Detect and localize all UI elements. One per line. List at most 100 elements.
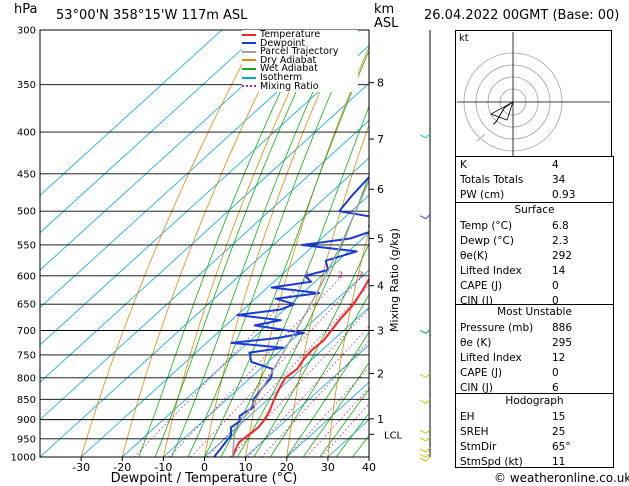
index-row: EH 15 [460,410,609,424]
index-value: 34 [552,174,566,186]
mixing-ratio-tick-label: 4 [374,271,379,280]
legend-label: Parcel Trajectory [260,46,339,58]
legend-swatch [242,33,256,36]
km-tick-label: 5 [377,232,384,245]
x-tick-label: 0 [201,461,208,474]
pressure-tick-label: 350 [17,80,36,91]
index-label: StmSpd (kt) [460,456,523,468]
dry-adiabat-line [204,30,348,457]
index-row: Lifted Index 12 [460,351,609,365]
index-label: PW (cm) [460,189,505,201]
wet-adiabat-line [138,30,311,457]
index-label: Lifted Index [460,352,522,364]
wind-barb [419,428,431,434]
isotherm-line [40,30,346,308]
index-value: 292 [552,250,573,262]
index-value: 6.8 [552,220,569,232]
hodograph-kt-label: kt [459,33,469,44]
lcl-label: LCL [384,430,403,441]
legend-item: Isotherm [242,73,302,82]
index-label: SREH [460,426,489,438]
legend-swatch [242,76,256,79]
isotherm-line [245,344,369,457]
hodograph-trace [493,101,514,125]
index-value: 15 [552,411,566,423]
legend-label: Isotherm [260,72,303,83]
legend-item: Mixing Ratio [242,80,319,92]
index-row: Pressure (mb) 886 [460,321,609,335]
hpa-unit-label: hPa [14,2,38,17]
pressure-tick-label: 500 [17,207,36,218]
legend-item: Parcel Trajectory [242,47,338,56]
mixing-ratio-tick-label: 3 [358,271,363,280]
pressure-tick-label: 550 [17,240,36,251]
index-value: 295 [552,337,573,349]
pressure-tick-label: 450 [17,169,36,180]
datetime-label: 26.04.2022 00GMT (Base: 00) [424,8,620,23]
legend-label: Dewpoint [260,37,306,49]
index-label: CIN (J) [460,382,493,394]
index-value: 0.93 [552,189,576,201]
legend-swatch [242,50,256,53]
legend-item: Temperature [242,30,320,39]
index-row: StmDir 65° [460,440,609,454]
credit-label: © weatheronline.co.uk [494,471,629,485]
legend: Temperature Dewpoint Parcel Trajectory Dry … [242,30,358,92]
km-tick-label: 3 [377,325,384,338]
mixing-ratio-tick-label: 10 [422,271,432,280]
index-row: Lifted Index 14 [460,264,609,278]
x-tick-label: 40 [362,461,376,474]
pressure-tick-label: 1000 [11,453,36,464]
wet-adiabat-line [154,30,326,457]
index-value: 12 [552,352,566,364]
legend-swatch [242,85,256,88]
index-value: 11 [552,456,566,468]
mixing-ratio-line [305,387,369,457]
asl-unit-label: ASL [374,16,399,31]
pressure-tick-label: 950 [17,434,36,445]
legend-swatch [242,42,256,45]
hodograph-projection [476,133,486,142]
mixing-ratio-line [320,403,369,457]
surface-title: Surface [514,204,555,216]
index-label: Totals Totals [460,174,524,186]
x-tick-label: 20 [280,461,294,474]
dry-adiabat-line [121,30,290,457]
index-value: 0 [552,280,559,292]
wind-barb [419,453,431,458]
legend-label: Mixing Ratio [260,80,319,92]
legend-item: Wet Adiabat [242,63,318,75]
indices-panel: K 4 Totals Totals 34 PW (cm) 0.93 [455,156,614,205]
legend-label: Wet Adiabat [260,63,318,75]
index-row: Dewp (°C) 2.3 [460,234,609,248]
wet-adiabat-line [319,388,369,457]
index-row: Temp (°C) 6.8 [460,219,609,233]
index-label: Dewp (°C) [460,235,514,247]
pressure-tick-label: 650 [17,300,36,311]
x-axis-label: Dewpoint / Temperature (°C) [111,471,298,486]
location-label: 53°00'N 358°15'W 117m ASL [56,8,248,23]
x-tick-label: -20 [113,461,131,474]
mixing-ratio-line [287,367,369,457]
index-label: Lifted Index [460,265,522,277]
legend-item: Dewpoint [242,37,306,49]
wind-barb [419,436,431,442]
index-row: PW (cm) 0.93 [460,188,609,202]
most-unstable-panel: Most Unstable Pressure (mb) 886 θe (K) 295 L… [455,304,614,394]
index-row: θe(K) 292 [460,249,609,263]
surface-panel: Surface Temp (°C) 6.8 Dewp (°C) 2.3 θe(K) 292… [455,202,614,307]
hodograph-storm-triangle [490,101,514,121]
wet-adiabat-line [286,331,369,457]
index-value: 14 [552,265,566,277]
isotherm-line [40,82,369,383]
index-label: Temp (°C) [460,220,513,232]
km-tick-label: 7 [377,133,384,146]
mixing-ratio-line [190,275,364,457]
km-tick-label: 8 [377,77,384,90]
wind-barb [419,399,431,404]
index-label: CAPE (J) [460,280,503,292]
wind-barb [419,373,431,378]
legend-swatch [242,67,256,70]
x-tick-label: 30 [321,461,335,474]
